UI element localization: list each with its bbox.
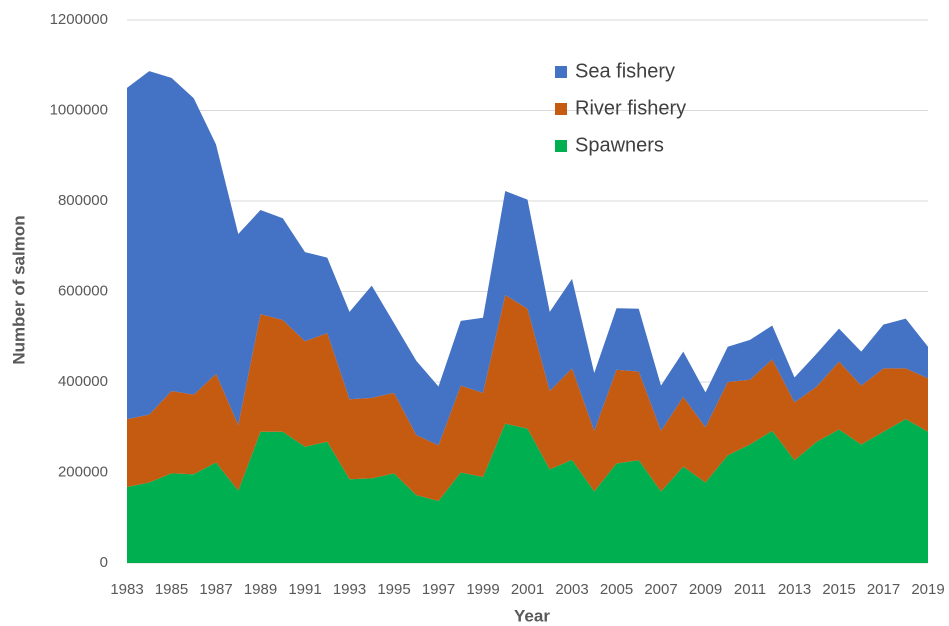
- x-tick-label: 1995: [377, 581, 410, 598]
- y-tick-label: 200000: [58, 463, 108, 480]
- x-tick-label: 2003: [555, 581, 588, 598]
- area: [127, 419, 928, 563]
- x-tick-label: 1983: [110, 581, 143, 598]
- x-tick-label: 1997: [422, 581, 455, 598]
- x-tick-label: 2005: [600, 581, 633, 598]
- x-tick-label: 2015: [822, 581, 855, 598]
- area: [127, 71, 928, 446]
- x-tick-label: 2007: [644, 581, 677, 598]
- x-tick-label: 1993: [333, 581, 366, 598]
- x-tick-label: 1987: [199, 581, 232, 598]
- x-tick-label: 2019: [911, 581, 944, 598]
- y-tick-label: 400000: [58, 373, 108, 390]
- x-tick-label: 2009: [689, 581, 722, 598]
- x-tick-label: 1999: [466, 581, 499, 598]
- y-tick-label: 800000: [58, 192, 108, 209]
- x-tick-label: 2011: [734, 581, 766, 598]
- legend-label: Sea fishery: [575, 60, 675, 82]
- legend-swatch: [555, 140, 567, 152]
- x-tick-label: 1985: [155, 581, 188, 598]
- x-axis-title: Year: [514, 606, 550, 625]
- legend-swatch: [555, 103, 567, 115]
- x-tick-label: 1991: [288, 581, 321, 598]
- x-tick-label: 1989: [244, 581, 277, 598]
- y-tick-label: 1000000: [50, 101, 108, 118]
- y-tick-label: 1200000: [50, 11, 108, 28]
- y-tick-label: 0: [100, 554, 108, 571]
- x-tick-label: 2013: [778, 581, 811, 598]
- legend-swatch: [555, 66, 567, 78]
- x-tick-label: 2001: [511, 581, 544, 598]
- x-tick-label: 2017: [867, 581, 900, 598]
- legend-label: Spawners: [575, 134, 664, 156]
- legend-label: River fishery: [575, 97, 686, 119]
- area: [127, 295, 928, 502]
- y-tick-label: 600000: [58, 282, 108, 299]
- y-axis-title: Number of salmon: [9, 215, 28, 364]
